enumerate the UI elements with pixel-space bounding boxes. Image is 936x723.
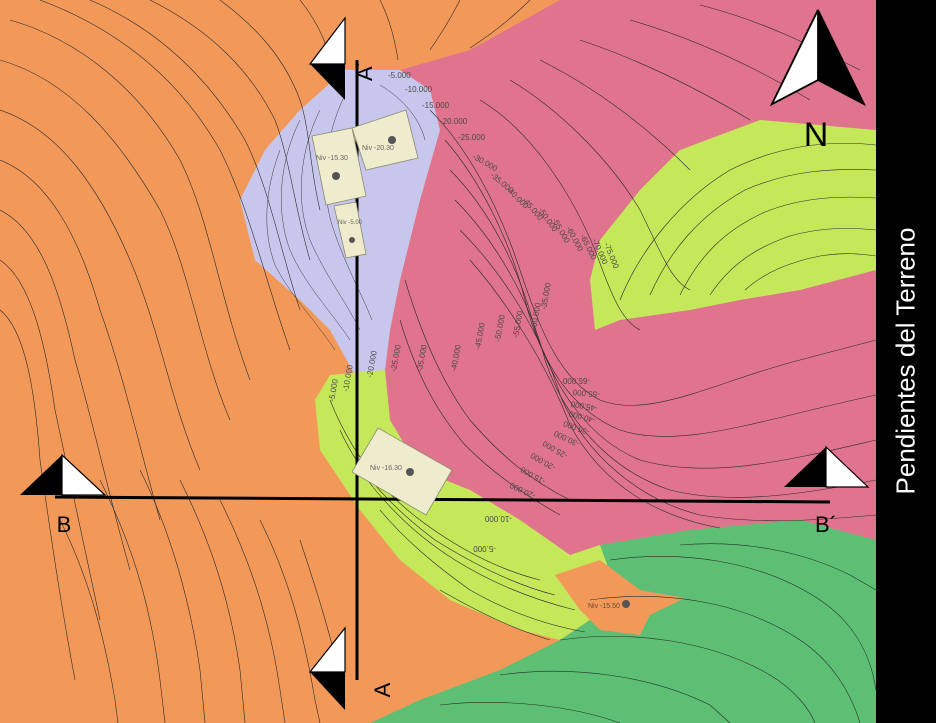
- section-marker-b-prime: [784, 445, 870, 488]
- section-marker-a-prime: [308, 16, 346, 100]
- contour-label: -25.000: [458, 133, 486, 142]
- level-marker-icon: [622, 600, 630, 608]
- level-marker-icon: [332, 172, 340, 180]
- level-label-2: Niv -20.30: [362, 145, 394, 152]
- section-label-b: B: [57, 512, 72, 537]
- contours-lime-upper: [619, 142, 877, 301]
- level-marker-icon: [388, 136, 396, 144]
- building-block-3: Niv -5.00: [333, 201, 367, 259]
- level-marker-icon: [349, 237, 355, 243]
- north-label: N: [804, 116, 829, 154]
- building-block-4: Niv -16.30: [351, 427, 453, 516]
- contour-label: -15.000: [422, 101, 450, 110]
- building-block-2: Niv -20.30: [351, 109, 419, 171]
- contour-label: -5.000: [327, 378, 340, 402]
- level-label-5: Niv -15.50: [588, 603, 620, 610]
- building-block-5: Niv -15.50: [588, 600, 630, 610]
- level-label-3: Niv -5.00: [338, 220, 363, 226]
- building-block-1: Niv -15.30: [311, 127, 367, 206]
- level-label-1: Niv -15.30: [316, 155, 348, 162]
- contour-label: -10.000: [405, 85, 433, 94]
- zone-orange-pad: [555, 560, 685, 635]
- section-label-a-prime: A´: [352, 59, 377, 81]
- section-marker-b: [20, 453, 107, 496]
- title-sidebar: Pendientes del Terreno: [876, 0, 936, 723]
- contour-label: -10.000: [484, 514, 512, 523]
- section-label-a: A: [370, 682, 395, 697]
- page-title: Pendientes del Terreno: [890, 227, 921, 495]
- contour-label: -55.000: [572, 388, 600, 399]
- north-arrow-icon: [769, 9, 867, 107]
- section-line-b: [54, 495, 831, 504]
- level-label-4: Niv -16.30: [370, 465, 402, 472]
- contour-label: -5.000: [388, 71, 411, 80]
- section-label-b-prime: B´: [815, 512, 837, 537]
- contours-green: [439, 543, 877, 723]
- section-marker-a: [308, 626, 346, 710]
- contour-label: -5.000: [473, 544, 496, 553]
- contour-label: -65.000: [562, 376, 590, 385]
- contour-label: -20.000: [440, 117, 468, 126]
- level-marker-icon: [406, 468, 414, 476]
